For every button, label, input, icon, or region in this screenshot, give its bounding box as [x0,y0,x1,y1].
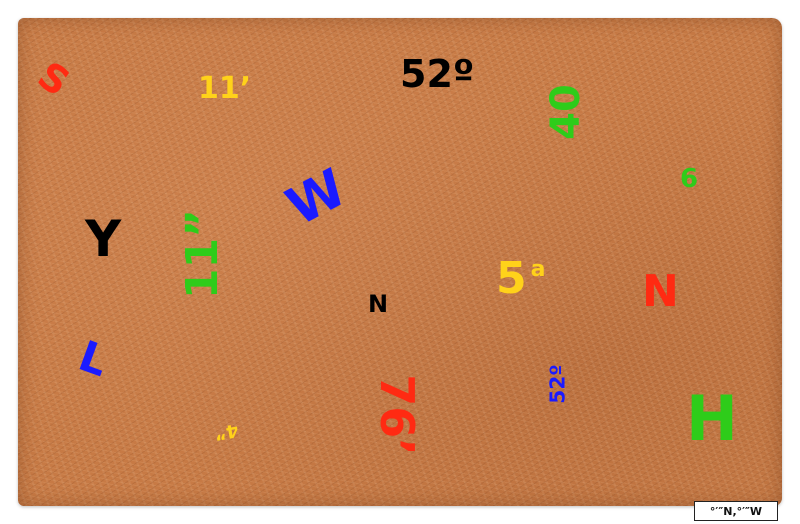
mark-6: 6 [680,164,699,194]
mark-y: Y [85,210,122,268]
mark-4-double-prime: 4” [212,419,241,444]
mark-n-red: N [642,266,679,317]
mark-11-double-prime: 11” [177,208,229,300]
mark-52-degree: 52º [400,52,475,96]
mark-5a-superscript: a [530,257,546,282]
coordinate-label: °′″N,°′″W [694,501,778,521]
mark-11-prime: 11’ [198,71,252,106]
mark-76-prime: 76’ [369,374,424,456]
mark-52-degree-small: 52º [545,364,570,404]
mark-h: H [686,382,738,455]
mark-5a-digit: 5 [496,253,527,304]
mark-40: 40 [542,84,589,140]
mark-n-black: N [368,290,389,318]
coir-doormat [18,18,782,506]
